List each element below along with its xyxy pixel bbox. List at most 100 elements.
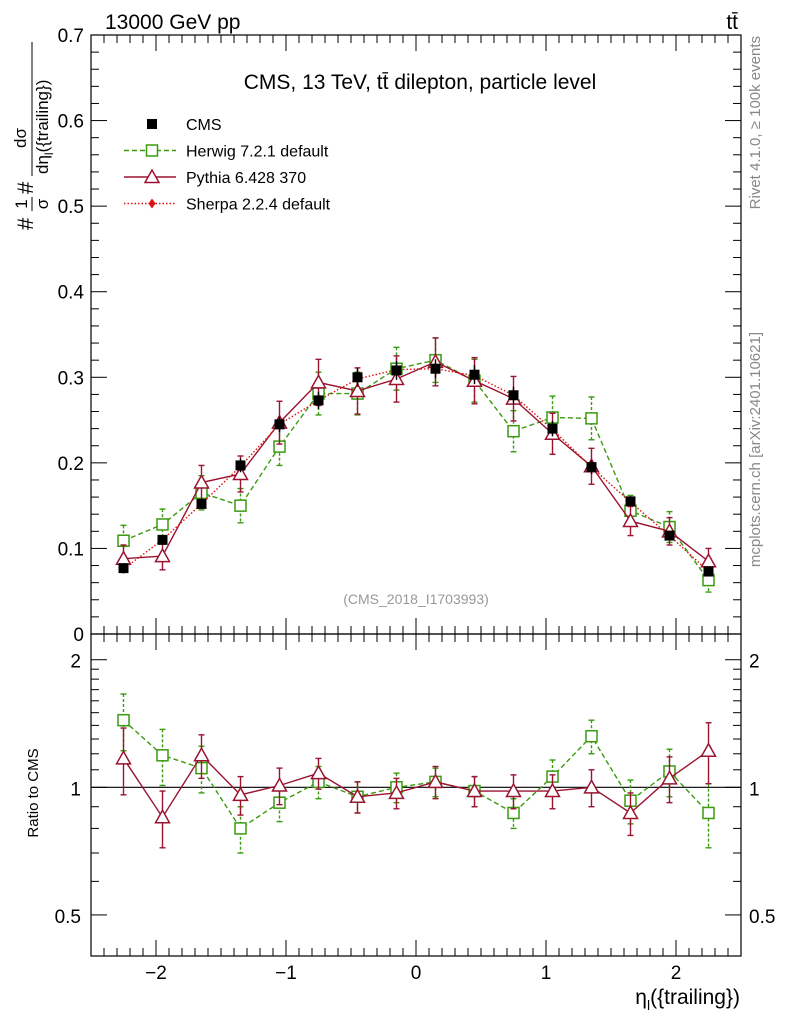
cms-point (313, 395, 324, 406)
ratio-y-tick-label: 1 (70, 779, 81, 800)
herwig-line (123, 359, 710, 581)
herwig-point (156, 749, 169, 762)
pythia-point (232, 786, 249, 802)
legend-label: CMS (186, 117, 222, 134)
pythia-point (310, 764, 327, 780)
main-y-tick-label: 0.2 (58, 454, 84, 475)
pythia-point (622, 512, 639, 528)
x-tick-label: 1 (541, 963, 552, 984)
herwig-point (507, 424, 520, 438)
pythia-line (123, 361, 709, 562)
header-process-label: tt̄ (726, 11, 738, 34)
pythia-point (466, 782, 483, 798)
x-axis-label: ηl({trailing}) (635, 986, 740, 1013)
legend-marker (148, 198, 156, 209)
header-collision-label: 13000 GeV pp (105, 11, 240, 34)
cms-point (157, 534, 168, 545)
herwig-point (585, 729, 598, 743)
legend-marker (145, 144, 159, 157)
main-y-tick-label: 0.5 (58, 197, 84, 218)
cms-point (274, 419, 285, 430)
ylabel-denominator: dηl({trailing}) (33, 80, 56, 174)
pythia-point (232, 465, 249, 481)
herwig-point (117, 713, 130, 727)
rivet-version-label: Rivet 4.1.0, ≥ 100k events (747, 36, 764, 209)
legend: CMS Herwig 7.2.1 default Pythia 6.428 370 S… (124, 117, 331, 214)
legend-marker (143, 168, 161, 184)
cms-point (625, 496, 636, 507)
herwig-point (234, 822, 247, 835)
herwig-line (123, 719, 710, 830)
legend-label: Herwig 7.2.1 default (186, 144, 329, 161)
main-series-pythia (115, 337, 717, 575)
main-y-tick-label: 0 (73, 625, 84, 646)
cms-point (352, 372, 363, 383)
cms-point (235, 460, 246, 471)
x-tick-label: 2 (671, 963, 682, 984)
cms-point (703, 566, 714, 577)
pythia-point (193, 746, 210, 762)
main-panel: 0 0.1 0.2 0.3 0.4 0.5 0.6 0.7 CMS, 13 TeV, tt̄ d… (58, 26, 742, 646)
pythia-point (622, 804, 639, 820)
ratio-y-tick-label: 2 (70, 652, 81, 673)
ylabel-one: 1 (12, 199, 31, 208)
ratio-series-pythia (115, 722, 717, 849)
pythia-point (661, 769, 678, 785)
pythia-point (310, 373, 327, 389)
main-y-tick-label: 0.4 (58, 283, 85, 304)
ratio-y-tick-label: 0.5 (55, 907, 81, 928)
cms-point (469, 369, 480, 380)
chart-title: CMS, 13 TeV, tt̄ dilepton, particle leve… (244, 71, 597, 94)
ratio-frame (90, 633, 742, 957)
pythia-point (427, 773, 444, 789)
legend-marker (147, 119, 157, 129)
cms-point (586, 462, 597, 473)
cms-point (430, 363, 441, 374)
cms-point (196, 498, 207, 509)
herwig-point (234, 499, 247, 512)
ylabel-sigma: σ (33, 198, 52, 209)
herwig-point (156, 518, 169, 531)
pythia-point (388, 784, 405, 800)
ratio-y-axis-label: Ratio to CMS (25, 748, 42, 837)
cms-point (547, 423, 558, 434)
sherpa-line (123, 368, 709, 573)
x-tick-label: −1 (275, 963, 297, 984)
herwig-point (585, 412, 598, 425)
pythia-point (154, 547, 171, 563)
ylabel-hash-1: # (13, 217, 38, 230)
pythia-point (700, 552, 717, 568)
ratio-y-tick-label-right: 1 (749, 779, 760, 800)
cms-point (391, 365, 402, 376)
main-y-tick-label: 0.7 (58, 26, 84, 47)
main-y-tick-label: 0.6 (58, 112, 84, 133)
cms-point (118, 563, 129, 574)
pythia-point (544, 782, 561, 798)
mcplots-label: mcplots.cern.ch [arXiv:2401.10621] (747, 332, 764, 567)
pythia-point (349, 788, 366, 804)
pythia-point (700, 742, 717, 757)
pythia-point (583, 778, 600, 794)
main-series-herwig (117, 337, 715, 593)
pythia-point (505, 782, 522, 798)
cms-point (664, 530, 675, 541)
cms-point (508, 390, 519, 401)
pythia-point (154, 808, 171, 824)
main-series-cms (118, 359, 714, 577)
ylabel-numerator: dσ (11, 128, 30, 148)
main-y-tick-label: 0.1 (58, 539, 84, 560)
ratio-series-herwig (117, 693, 715, 854)
pythia-point (115, 749, 132, 765)
pythia-point (271, 776, 288, 792)
main-y-tick-label: 0.3 (58, 368, 84, 389)
ratio-panel: −2 −1 0 1 2 0.5 0.5 1 1 2 2 (55, 633, 775, 984)
herwig-point (702, 806, 715, 820)
pythia-point (193, 474, 210, 489)
main-series-sherpa (120, 361, 712, 577)
ratio-y-tick-label-right: 2 (749, 652, 760, 673)
pythia-line (122, 750, 709, 819)
ratio-y-tick-label-right: 0.5 (749, 907, 775, 928)
ylabel-hash-2: # (13, 181, 38, 194)
legend-label: Pythia 6.428 370 (186, 170, 306, 187)
